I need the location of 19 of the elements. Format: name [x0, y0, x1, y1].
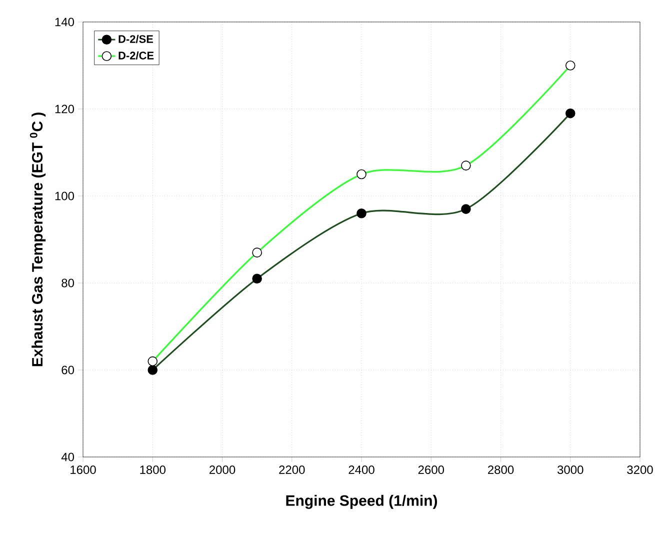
x-tick-label: 3000: [557, 466, 584, 474]
y-tick-label: 60: [62, 366, 74, 374]
x-tick-label: 2600: [418, 466, 444, 474]
y-tick-label: 140: [55, 18, 74, 26]
x-tick-label: 2000: [210, 466, 236, 474]
x-tick-label: 2400: [348, 466, 374, 474]
y-axis-title: Exhaust Gas Temperature (EGT $^{0}$C ): [30, 112, 46, 366]
x-tick-label: 1600: [70, 466, 96, 474]
y-tick-label: 40: [61, 452, 74, 462]
x-tick-label: 3200: [627, 466, 653, 474]
legend-label: D-2/CE: [118, 51, 154, 60]
y-tick-label: 100: [55, 192, 74, 200]
legend-label: D-2/SE: [118, 34, 154, 44]
x-tick-label: 2200: [279, 466, 305, 474]
y-tick-label: 80: [62, 278, 74, 288]
x-axis-title: Engine Speed (1/min): [286, 494, 438, 509]
y-tick-label: 120: [55, 104, 74, 114]
x-tick-label: 2800: [488, 466, 514, 474]
x-tick-label: 1800: [140, 466, 166, 474]
